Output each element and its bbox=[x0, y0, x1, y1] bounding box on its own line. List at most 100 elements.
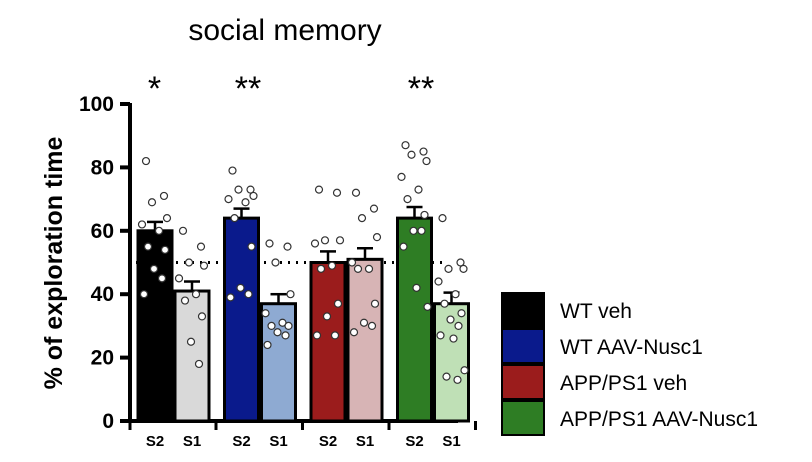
category-labels: S2 S1 S2 S1 S2 S1 S2 S1 bbox=[146, 433, 461, 450]
data-point bbox=[154, 226, 164, 235]
data-point bbox=[446, 315, 455, 324]
data-point bbox=[281, 331, 290, 340]
data-point bbox=[312, 331, 322, 340]
data-point bbox=[263, 340, 272, 350]
data-point bbox=[159, 191, 169, 201]
chart-title: social memory bbox=[188, 14, 381, 47]
x-category-label: S1 bbox=[442, 433, 460, 450]
data-point bbox=[422, 156, 431, 166]
data-point bbox=[178, 226, 188, 235]
data-point bbox=[246, 185, 255, 194]
data-point bbox=[180, 296, 190, 305]
data-point bbox=[372, 233, 382, 242]
data-point bbox=[369, 204, 379, 213]
legend-swatch bbox=[501, 400, 545, 436]
data-point bbox=[451, 290, 460, 299]
significance-markers: * ** ** bbox=[148, 70, 434, 108]
data-point bbox=[335, 236, 345, 245]
data-point bbox=[249, 191, 258, 201]
data-point bbox=[224, 195, 233, 204]
data-point bbox=[412, 283, 421, 292]
data-point bbox=[333, 299, 343, 308]
data-point bbox=[241, 198, 250, 207]
data-point bbox=[353, 264, 363, 273]
x-category-label: S2 bbox=[146, 433, 164, 450]
legend-label: APP/PS1 AAV-Nusc1 bbox=[560, 408, 758, 431]
data-point bbox=[449, 334, 458, 343]
bar bbox=[309, 261, 347, 423]
data-point bbox=[137, 220, 147, 229]
data-point bbox=[316, 264, 326, 273]
data-point bbox=[320, 236, 330, 245]
data-point bbox=[347, 258, 357, 267]
data-point bbox=[139, 290, 149, 299]
data-point bbox=[456, 258, 465, 267]
data-point bbox=[174, 274, 184, 283]
data-point bbox=[457, 309, 466, 318]
data-point bbox=[397, 172, 406, 182]
data-point bbox=[434, 277, 443, 286]
x-category-label: S1 bbox=[269, 433, 287, 450]
legend-swatch bbox=[501, 292, 545, 328]
bar bbox=[173, 289, 211, 423]
data-point bbox=[330, 331, 340, 340]
data-points bbox=[137, 141, 469, 384]
data-point bbox=[327, 261, 337, 270]
data-point bbox=[162, 214, 172, 223]
data-point bbox=[420, 210, 429, 220]
y-tick-label: 0 bbox=[102, 410, 114, 433]
data-point bbox=[194, 359, 204, 369]
data-point bbox=[436, 331, 445, 340]
bars bbox=[136, 216, 470, 423]
data-point bbox=[401, 141, 410, 150]
bar bbox=[260, 302, 297, 423]
data-point bbox=[414, 185, 423, 194]
data-point bbox=[284, 321, 293, 330]
data-point bbox=[367, 321, 377, 330]
data-point bbox=[143, 242, 153, 251]
legend-swatch bbox=[501, 364, 545, 400]
data-point bbox=[440, 299, 449, 308]
x-category-label: S1 bbox=[356, 433, 374, 450]
data-point bbox=[234, 185, 243, 194]
data-point bbox=[191, 290, 201, 299]
y-tick-label: 40 bbox=[91, 283, 114, 306]
data-point bbox=[157, 274, 167, 283]
data-point bbox=[228, 166, 237, 175]
data-point bbox=[407, 150, 416, 159]
data-point bbox=[196, 242, 206, 251]
data-point bbox=[438, 214, 447, 223]
data-point bbox=[409, 226, 418, 235]
data-point bbox=[332, 188, 342, 197]
data-point bbox=[403, 195, 412, 204]
data-point bbox=[357, 214, 367, 223]
x-category-label: S2 bbox=[232, 433, 250, 450]
data-point bbox=[419, 147, 428, 156]
x-category-label: S2 bbox=[405, 433, 423, 450]
data-point bbox=[147, 198, 157, 207]
data-point bbox=[230, 214, 239, 223]
data-point bbox=[359, 318, 369, 327]
legend-label: WT veh bbox=[560, 300, 632, 323]
y-tick-label: 60 bbox=[91, 220, 114, 243]
data-point bbox=[453, 375, 462, 384]
significance-marker: ** bbox=[235, 70, 261, 108]
data-point bbox=[184, 258, 194, 267]
bar bbox=[346, 257, 384, 423]
data-point bbox=[310, 239, 320, 248]
data-point bbox=[442, 372, 451, 381]
y-tick-label: 80 bbox=[91, 156, 114, 179]
x-category-label: S2 bbox=[319, 433, 337, 450]
legend-label: WT AAV-Nusc1 bbox=[560, 336, 703, 359]
significance-marker: * bbox=[148, 70, 161, 108]
data-point bbox=[186, 337, 196, 346]
data-point bbox=[459, 264, 468, 273]
legend: WT veh WT AAV-Nusc1 APP/PS1 veh APP/PS1 AAV… bbox=[501, 292, 758, 436]
data-point bbox=[314, 185, 324, 194]
data-point bbox=[267, 321, 276, 330]
data-point bbox=[349, 328, 359, 337]
data-point bbox=[160, 245, 170, 254]
data-point bbox=[141, 156, 151, 166]
legend-label: APP/PS1 veh bbox=[560, 372, 687, 395]
